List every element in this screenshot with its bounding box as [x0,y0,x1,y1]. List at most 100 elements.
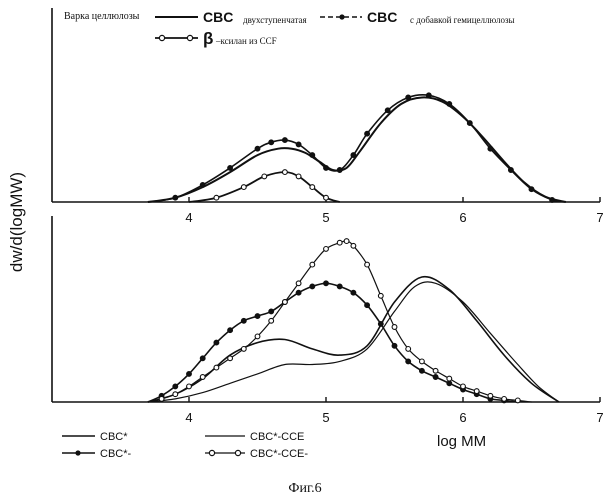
figure-caption: Фиг.6 [288,481,321,496]
bottom-point-b4-9 [268,317,275,324]
bottom-point-b4-10 [281,299,288,305]
legend-entry-b2: CBC*-CCE [205,431,304,443]
bottom-point-b3-19 [405,358,412,365]
legend-sublabel-s2: с добавкой гемицеллюлозы [410,15,515,25]
bottom-series-line-b3 [147,282,518,403]
bottom-point-b4-27 [501,395,508,402]
top-point-s3-4 [281,169,288,176]
bottom-point-b3-2 [172,383,179,390]
x-axis-label: log MM [437,433,486,450]
bottom-point-b4-21 [418,358,425,365]
legend-entry-s2: CBC с добавкой гемицеллюлозы [320,9,515,25]
bottom-point-b4-14 [336,239,343,246]
top-point-s2-4 [254,145,261,152]
bottom-point-b3-12 [309,283,316,290]
legend-sublabel-s3: –ксилан из CCF [215,36,277,46]
top-point-s2-3 [227,164,234,171]
legend-entry-b4: CBC*-CCE- [205,448,308,460]
bottom-point-b3-22 [446,380,453,387]
bottom-point-b4-25 [473,388,480,395]
top-point-s3-5 [295,173,302,180]
top-point-s2-11 [350,152,357,159]
legend-marker-s2 [339,14,345,20]
bottom-panel-series [147,238,560,404]
top-point-s2-1 [172,194,179,201]
bottom-point-b4-3 [186,383,192,390]
bottom-point-b3-11 [295,289,302,296]
bottom-point-b4-17 [364,261,371,268]
top-panel-series [147,92,567,203]
top-point-s2-17 [466,120,473,127]
legend-marker-b4b [234,449,242,457]
bottom-point-b3-3 [186,370,192,377]
top-xtick-label-2: 6 [459,210,466,225]
bottom-point-b4-20 [405,345,412,352]
top-point-s2-21 [549,196,556,203]
bottom-point-b4-23 [446,375,453,382]
bottom-point-b4-2 [172,391,179,398]
legend-entry-s3: β –ксилан из CCF [155,29,277,48]
y-axis-label: dw/d(logMW) [7,172,26,272]
top-xtick-label-0: 4 [185,210,192,225]
bottom-point-b4-12 [309,261,316,268]
top-series-line-s2 [147,94,566,203]
top-point-s2-10 [336,167,343,173]
bottom-point-b3-14 [336,283,343,290]
legend-sublabel-s1: двухступенчатая [243,15,307,25]
top-point-s2-9 [323,164,329,171]
top-legend: Варка целлюлозы CBC двухступенчатая CBC … [64,9,515,48]
legend-entry-b3: CBC*- [62,448,132,460]
top-point-s2-8 [309,152,316,159]
bottom-point-b4-18 [377,292,384,299]
bottom-point-b3-7 [240,317,247,324]
top-point-s2-7 [295,141,302,148]
top-panel-x-ticks: 4 5 6 7 [185,197,604,225]
legend-label-s1: CBC [203,9,233,25]
top-point-s2-18 [487,145,494,152]
legend-entry-s1: CBC двухступенчатая [155,9,307,25]
bottom-point-b4-28 [514,397,521,404]
bottom-point-b3-8 [254,313,261,320]
top-point-s2-13 [384,107,391,114]
top-point-s3-2 [240,184,247,191]
bottom-point-b3-16 [364,302,371,309]
legend-label-b1: CBC* [100,431,128,443]
top-xtick-label-3: 7 [596,210,603,225]
bottom-point-b4-4 [199,374,206,380]
bottom-point-b4-16 [350,242,357,249]
bottom-point-b4-7 [240,345,247,352]
top-point-s2-5 [268,139,275,146]
legend-marker-s3a [158,34,166,42]
top-xtick-label-1: 5 [322,210,329,225]
top-point-s2-6 [281,137,288,144]
bottom-point-b4-19 [391,324,398,330]
legend-marker-b3 [75,450,81,456]
bottom-point-b4-26 [487,392,494,399]
bottom-point-b3-18 [391,342,398,349]
legend-header: Варка целлюлозы [64,11,140,22]
bottom-point-b4-11 [295,280,302,287]
bottom-point-b4-5 [213,364,220,371]
top-point-s3-3 [261,173,268,180]
top-point-s3-1 [213,194,220,201]
legend-entry-b1: CBC* [62,431,128,443]
top-point-s2-2 [199,181,206,188]
top-point-s3-6 [309,184,316,191]
top-point-s2-15 [425,92,432,99]
top-point-s2-19 [507,167,514,173]
bottom-xtick-label-3: 7 [596,410,603,425]
top-point-s3-7 [323,194,329,201]
bottom-point-b3-9 [268,308,275,315]
legend-label-b2: CBC*-CCE [250,431,304,443]
bottom-point-b4-13 [323,245,329,252]
bottom-point-b3-17 [377,320,384,327]
legend-label-b3: CBC*- [100,448,132,460]
legend-marker-b4a [208,449,216,457]
bottom-point-b4-1 [158,395,165,402]
top-point-s2-14 [405,94,412,101]
bottom-point-b3-21 [432,374,439,380]
bottom-point-b4-24 [460,383,466,390]
bottom-point-b3-4 [199,355,206,362]
